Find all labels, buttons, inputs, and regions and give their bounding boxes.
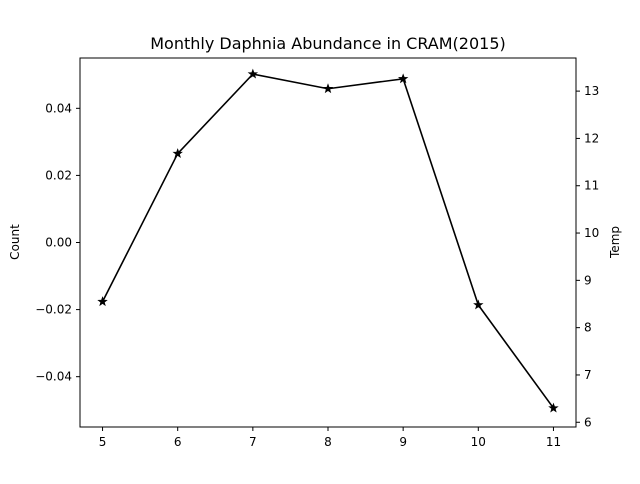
y-tick-label-right: 12 [584,131,599,145]
data-point [397,73,409,84]
series-layer [97,68,559,413]
series-line [101,73,555,409]
data-point [548,402,559,413]
x-tick-label: 5 [99,435,107,449]
y-tick-label-left: 0.02 [45,168,72,182]
y-tick-label-left: −0.04 [35,370,72,384]
x-tick-label: 7 [249,435,257,449]
ticks-layer: 5 6 7 8 9 10 11 −0.04 −0.02 0.00 0.02 0.04 6 7 8 9 10 11 1… [35,84,599,449]
y-tick-label-left: 0.00 [45,236,72,250]
y-axis-label-right: Temp [608,226,622,259]
y-tick-label-right: 13 [584,84,599,98]
chart-title: Monthly Daphnia Abundance in CRAM(2015) [150,34,506,53]
x-tick-label: 6 [174,435,182,449]
y-tick-label-right: 7 [584,368,592,382]
plot-frame [79,57,577,428]
y-tick-label-right: 10 [584,226,599,240]
y-tick-label-left: −0.02 [35,303,72,317]
y-tick-label-right: 6 [584,415,592,429]
data-point [473,299,484,310]
data-point [172,148,183,158]
data-point [247,68,259,79]
y-tick-label-left: 0.04 [45,101,72,115]
x-tick-label: 9 [399,435,407,449]
data-point [322,83,334,94]
y-axis-label-left: Count [8,224,22,260]
x-tick-label: 11 [546,435,561,449]
y-tick-label-right: 11 [584,179,599,193]
y-tick-label-right: 9 [584,273,592,287]
data-point [97,296,108,307]
x-tick-label: 10 [471,435,486,449]
y-tick-label-right: 8 [584,321,592,335]
x-tick-label: 8 [324,435,332,449]
